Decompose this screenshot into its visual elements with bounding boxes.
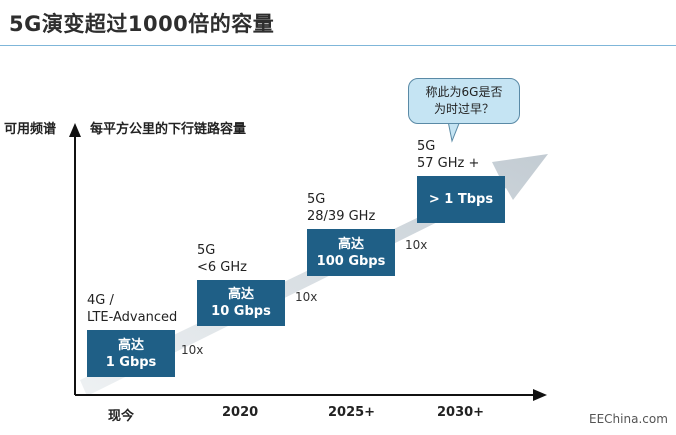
stage-2-box-line1: 高达 [227, 287, 254, 302]
page-title: 5G演变超过1000倍的容量 [9, 12, 275, 36]
callout-line1: 称此为6G是否 [425, 85, 503, 99]
factor-label-3: 10x [405, 238, 428, 252]
x-tick-2025: 2025+ [328, 405, 376, 420]
stage-3-box-line2: 100 Gbps [316, 253, 386, 269]
stage-1-tech: 4G / LTE-Advanced [87, 292, 177, 326]
stage-1-tech-line1: 4G / [87, 293, 114, 308]
stage-2-tech-line2: <6 GHz [197, 260, 247, 275]
stage-1-capacity-box: 高达 1 Gbps [87, 330, 175, 377]
y-axis-label: 可用频谱 [4, 122, 57, 137]
x-tick-now: 现今 [108, 409, 135, 424]
watermark-text: EEChina.com [589, 412, 668, 426]
callout-bubble: 称此为6G是否 为时过早？ [408, 78, 520, 124]
stage-2-tech-line1: 5G [197, 243, 216, 258]
x-tick-2020: 2020 [222, 405, 259, 420]
stage-1-box-line1: 高达 [117, 337, 144, 353]
stage-3-capacity-box: 高达 100 Gbps [307, 229, 395, 276]
y-axis-arrowhead [69, 123, 81, 137]
stage-1-box-line2: 1 Gbps [105, 354, 157, 370]
stage-4-tech-line1: 5G [417, 139, 436, 154]
stage-4-capacity-box: > 1 Tbps [417, 176, 505, 223]
stage-3-tech: 5G 28/39 GHz [307, 191, 375, 225]
stage-4-box-line1: > 1 Tbps [428, 192, 494, 207]
stage-4-tech: 5G 57 GHz + [417, 138, 479, 172]
factor-label-2: 10x [295, 290, 318, 304]
stage-3-tech-line1: 5G [307, 192, 326, 207]
stage-2-box-line2: 10 Gbps [211, 304, 271, 319]
stage-4-tech-line2: 57 GHz + [417, 156, 480, 171]
factor-label-1: 10x [181, 343, 204, 357]
stage-2-capacity-box: 高达 10 Gbps [197, 280, 285, 326]
x-tick-2030: 2030+ [437, 405, 485, 420]
x-axis-arrowhead [533, 389, 547, 401]
title-divider [0, 45, 676, 46]
stage-3-tech-line2: 28/39 GHz [307, 209, 376, 224]
chart-caption: 每平方公里的下行链路容量 [90, 122, 247, 137]
stage-2-tech: 5G <6 GHz [197, 242, 247, 276]
stage-1-tech-line2: LTE-Advanced [87, 310, 178, 325]
callout-line2: 为时过早？ [433, 102, 494, 116]
stage-3-box-line1: 高达 [337, 236, 364, 252]
